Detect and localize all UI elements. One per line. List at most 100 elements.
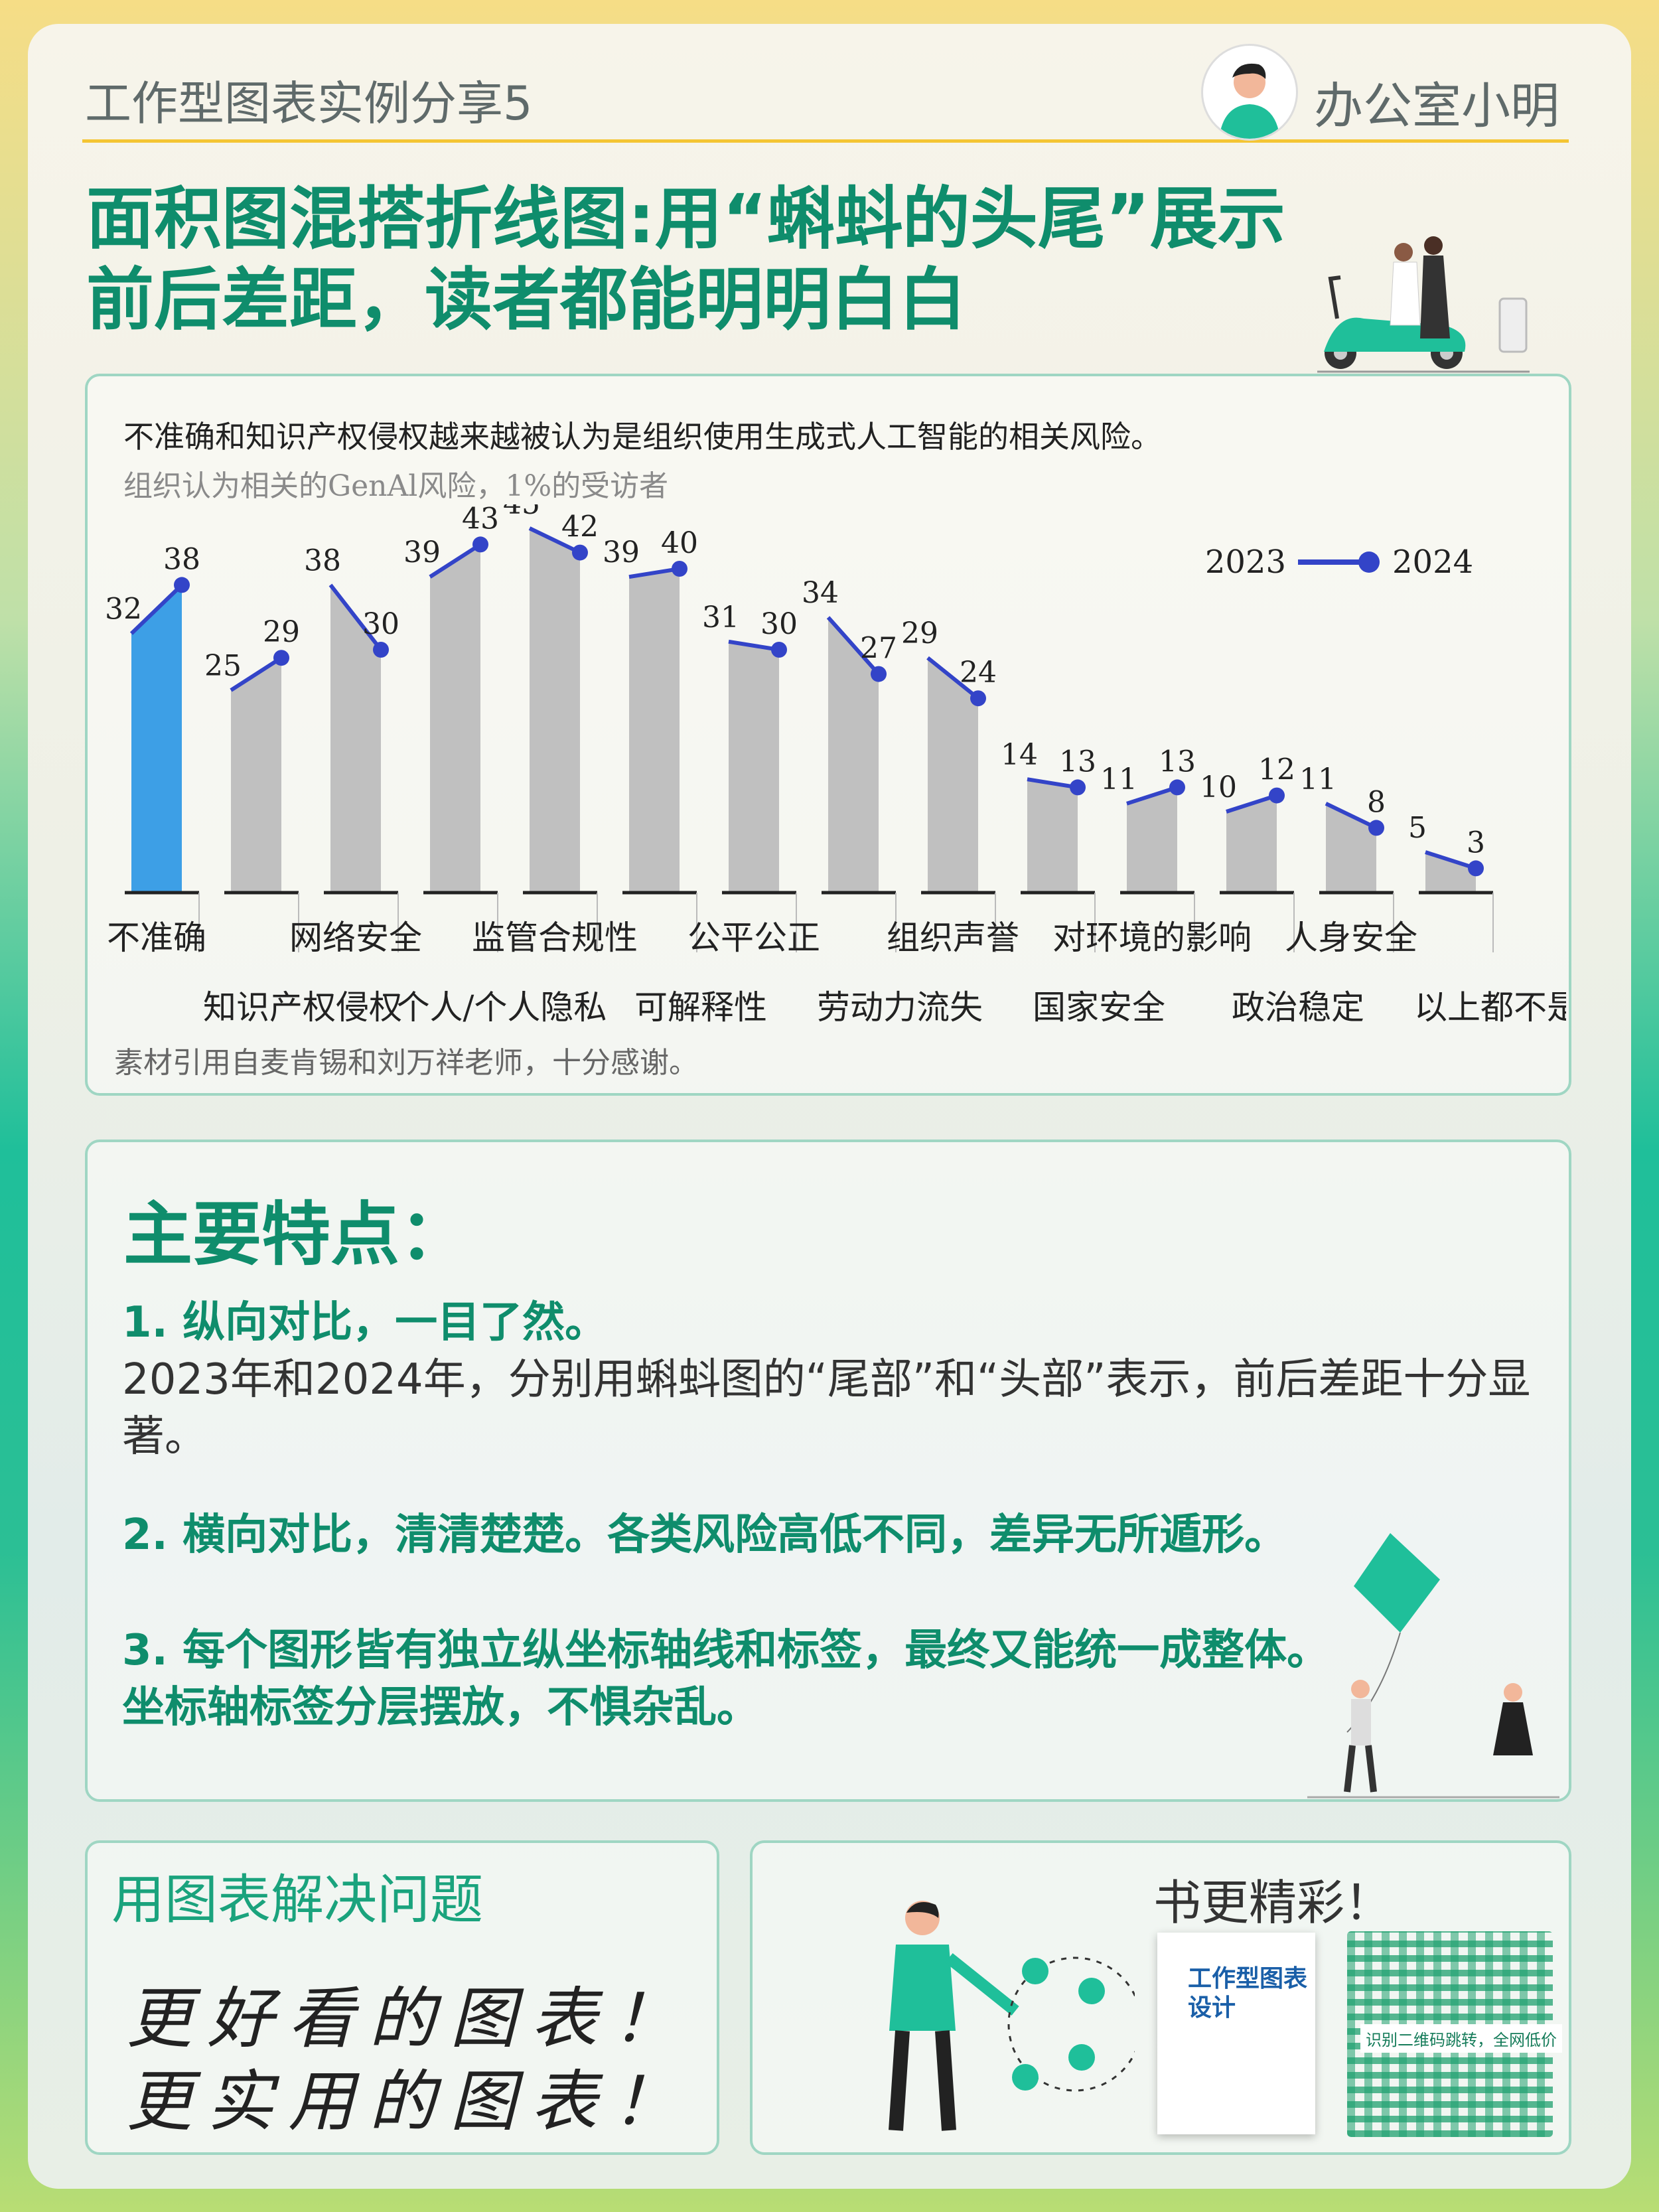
slogan-line1: 更好看的图表！ (126, 1980, 693, 2057)
category-label-8: 组织声誉 (887, 919, 1019, 957)
presenter-illustration (889, 1901, 1135, 2131)
scooter-illustration (1317, 236, 1530, 373)
value-2023-4: 45 (503, 504, 540, 521)
category-label-13: 以上都不是 (1414, 988, 1566, 1027)
category-label-4: 监管合规性 (472, 919, 638, 957)
feature-1-title: 1. 纵向对比，一目了然。 (122, 1298, 608, 1347)
tadpole-tail-4 (528, 526, 581, 555)
kite-illustration (1307, 1533, 1559, 1799)
legend-2024: 2024 (1392, 544, 1473, 581)
category-label-1: 知识产权侵权 (203, 988, 402, 1027)
bar-area-2 (330, 585, 381, 893)
category-label-11: 政治稳定 (1232, 988, 1364, 1027)
tadpole-head-3 (472, 536, 488, 553)
category-label-9: 国家安全 (1033, 988, 1165, 1027)
tadpole-head-8 (970, 690, 986, 707)
slogan-panel (85, 1840, 719, 2155)
chart-title: 不准确和知识产权侵权越来越被认为是组织使用生成式人工智能的相关风险。 (123, 419, 1161, 455)
tadpole-tail-12 (1325, 802, 1378, 830)
value-2023-10: 11 (1100, 763, 1137, 796)
feature-2-text: 2. 横向对比，清清楚楚。各类风险高低不同，差异无所遁形。 (122, 1511, 1287, 1560)
tadpole-head-1 (273, 650, 289, 666)
book-cover (1157, 1933, 1315, 2134)
slogan-line2: 更实用的图表！ (126, 2063, 693, 2140)
value-2023-13: 5 (1408, 811, 1427, 845)
slogan-title: 用图表解决问题 (111, 1869, 483, 1931)
tadpole-tail-1 (230, 656, 283, 692)
person-avatar-icon (1219, 63, 1280, 139)
bar-area-8 (928, 658, 978, 893)
header-divider (82, 139, 1569, 143)
tadpole-tail-3 (429, 542, 482, 579)
feature-3-line1: 3. 每个图形皆有独立纵坐标轴线和标签，最终又能统一成整体。 (122, 1626, 1330, 1675)
value-2024-9: 13 (1059, 745, 1096, 778)
value-2023-7: 34 (802, 576, 839, 610)
tadpole-tail-0 (129, 583, 184, 635)
qr-label: 识别二维码跳转，全网低价 (1360, 2024, 1562, 2053)
author-avatar (1201, 44, 1298, 141)
tadpole-head-0 (174, 577, 190, 593)
category-label-6: 公平公正 (687, 919, 820, 957)
value-2023-5: 39 (603, 536, 640, 569)
chart-subtitle: 组织认为相关的GenAl风险，1%的受访者 (123, 469, 669, 503)
tadpole-tail-8 (926, 656, 979, 700)
tadpole-head-12 (1368, 820, 1384, 836)
tadpole-head-11 (1269, 787, 1285, 804)
value-2024-1: 29 (263, 615, 300, 649)
value-2024-2: 30 (362, 607, 399, 641)
value-2023-6: 31 (702, 601, 739, 634)
bird-icon (1078, 1978, 1105, 2004)
meta-icon (1022, 1958, 1048, 1984)
bar-area-13 (1425, 852, 1476, 893)
value-2023-2: 38 (304, 544, 341, 577)
tadpole-head-2 (373, 642, 389, 658)
value-2024-10: 13 (1159, 745, 1196, 778)
category-label-10: 对环境的影响 (1052, 919, 1252, 957)
value-2023-1: 25 (204, 649, 242, 683)
tadpole-chart: 3238不准确2529知识产权侵权3830网络安全3943个人/个人隐私4542… (105, 504, 1566, 1027)
bar-area-6 (729, 641, 779, 893)
tadpole-head-4 (572, 544, 588, 561)
category-label-5: 可解释性 (634, 988, 767, 1027)
bar-area-4 (530, 528, 580, 893)
chart-source-note: 素材引用自麦肯锡和刘万祥老师，十分感谢。 (114, 1046, 698, 1080)
author-name: 办公室小明 (1314, 78, 1559, 135)
feature-2: 2. 横向对比，清清楚楚。各类风险高低不同，差异无所遁形。 (122, 1507, 1549, 1564)
value-2024-3: 43 (462, 504, 499, 536)
bar-area-0 (131, 585, 182, 893)
tadpole-tail-9 (1027, 777, 1078, 790)
tadpole-tail-2 (328, 583, 383, 651)
value-2024-4: 42 (561, 510, 599, 544)
features-panel (85, 1140, 1571, 1802)
book-panel-title: 书更精彩！ (1153, 1875, 1393, 1931)
value-2023-0: 32 (105, 593, 142, 627)
value-2024-7: 27 (860, 632, 897, 666)
bar-area-11 (1226, 795, 1277, 893)
tadpole-head-10 (1169, 779, 1185, 796)
store-icon (1068, 2044, 1095, 2071)
tadpole-tail-11 (1226, 793, 1277, 814)
poster-card (28, 24, 1631, 2189)
tadpole-tail-6 (728, 639, 780, 652)
main-title-line1: 面积图混搭折线图:用“蝌蚪的头尾”展示 (86, 180, 1285, 259)
tadpole-head-7 (871, 666, 887, 682)
category-label-0: 不准确 (107, 919, 206, 957)
tadpole-tail-5 (628, 567, 680, 579)
value-2024-13: 3 (1467, 826, 1485, 859)
book-title: 工作型图表设计 (1188, 1965, 1308, 2022)
legend-head (1358, 552, 1380, 573)
value-2023-3: 39 (403, 536, 441, 569)
value-2023-9: 14 (1001, 738, 1038, 772)
main-title-line2: 前后差距，读者都能明明白白 (86, 261, 966, 340)
value-2024-8: 24 (960, 656, 997, 690)
value-2024-12: 8 (1367, 785, 1386, 819)
value-2024-5: 40 (661, 526, 698, 560)
value-2024-6: 30 (760, 607, 798, 641)
value-2023-11: 10 (1200, 771, 1237, 804)
instagram-icon (1012, 2064, 1039, 2091)
feature-1-body: 2023年和2024年，分别用蝌蚪图的“尾部”和“头部”表示，前后差距十分显著。 (122, 1355, 1531, 1461)
bar-area-9 (1027, 779, 1078, 893)
bar-area-10 (1127, 787, 1177, 893)
legend-2023: 2023 (1205, 544, 1286, 581)
tadpole-head-13 (1468, 860, 1484, 877)
